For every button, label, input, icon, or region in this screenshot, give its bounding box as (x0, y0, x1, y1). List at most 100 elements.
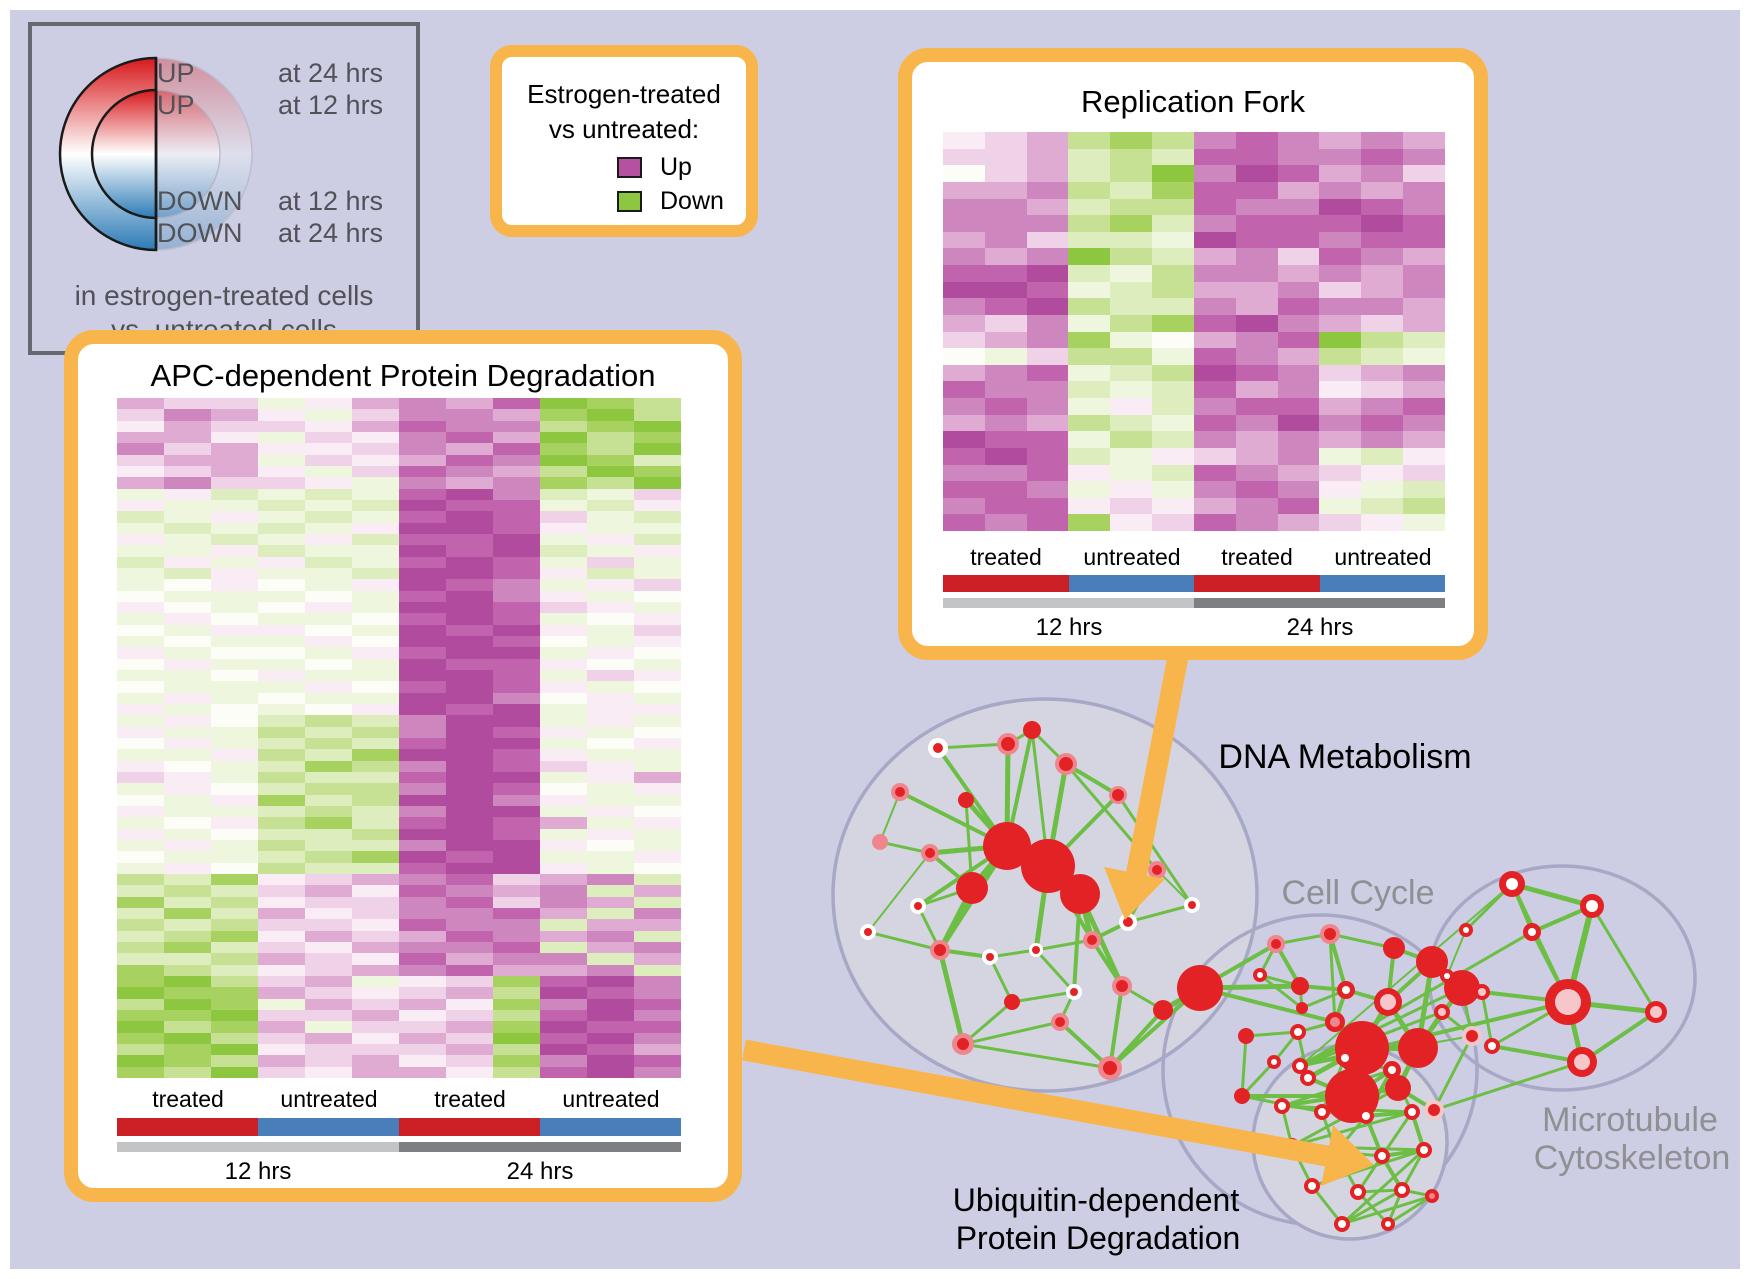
heatmap-cell (540, 681, 587, 693)
heatmap-cell (117, 885, 164, 897)
cluster-label-cell-cycle: Cell Cycle (1281, 874, 1434, 912)
heatmap-cell (211, 669, 258, 682)
heatmap-cell (493, 398, 540, 410)
heatmap-cell (1193, 364, 1236, 382)
heatmap-cell (305, 601, 352, 614)
heatmap-cell (211, 862, 258, 874)
heatmap-cell (211, 930, 258, 942)
heatmap-cell (493, 885, 540, 897)
heatmap-cell (1361, 165, 1404, 182)
heatmap-cell (117, 635, 164, 648)
heatmap-cell (634, 953, 681, 965)
heatmap-cell (446, 692, 493, 704)
down-label: Down (660, 187, 724, 215)
heatmap-cell (258, 692, 305, 704)
heatmap-cell (117, 1066, 164, 1078)
heatmap-cell (164, 1043, 211, 1056)
heatmap-cell (1110, 248, 1153, 265)
heatmap-cell (1193, 265, 1236, 282)
heatmap-cell (211, 783, 258, 795)
heatmap-cell (258, 760, 305, 772)
heatmap-cell (493, 794, 540, 806)
heatmap-cell (1152, 181, 1194, 199)
heatmap-cell (943, 181, 985, 199)
heatmap-cell (1152, 248, 1194, 265)
heatmap-cell (587, 703, 634, 716)
heatmap-cell (1068, 331, 1111, 349)
heatmap-cell (1068, 198, 1111, 216)
heatmap-cell (634, 635, 681, 648)
heatmap-cell (399, 839, 446, 852)
up-color-swatch (617, 157, 642, 178)
heatmap-cell (399, 465, 446, 478)
heatmap-cell (211, 658, 258, 670)
heatmap-cell (352, 635, 399, 648)
heatmap-cell (1403, 181, 1445, 199)
network-node (1021, 839, 1075, 893)
down-color-swatch (617, 191, 642, 212)
heatmap-cell (493, 1055, 540, 1067)
heatmap-cell (540, 443, 587, 455)
heatmap-cell (164, 783, 211, 795)
heatmap-cell (399, 556, 446, 568)
heatmap-cell (164, 533, 211, 546)
heatmap-cell (211, 488, 258, 500)
heatmap-cell (258, 907, 305, 920)
heatmap-cell (1193, 231, 1236, 249)
heatmap-cell (305, 839, 352, 852)
heatmap-cell (258, 556, 305, 568)
heatmap-cell (399, 862, 446, 874)
apc-panel-title: APC-dependent Protein Degradation (150, 358, 656, 393)
heatmap-cell (117, 817, 164, 829)
heatmap-cell (164, 839, 211, 852)
heatmap-cell (258, 454, 305, 466)
heatmap-cell (540, 1055, 587, 1067)
heatmap-cell (540, 647, 587, 659)
heatmap-cell (1026, 464, 1069, 482)
heatmap-cell (943, 331, 985, 349)
heatmap-cell (493, 919, 540, 931)
heatmap-cell (634, 556, 681, 568)
heatmap-cell (943, 381, 985, 398)
rf-condition-bar (943, 575, 1445, 592)
heatmap-cell (1068, 497, 1111, 515)
heatmap-cell (305, 420, 352, 432)
heatmap-cell (1361, 298, 1404, 315)
heatmap-cell (1110, 281, 1153, 299)
heatmap-cell (352, 647, 399, 659)
scale-up12-word: UP (157, 90, 195, 120)
heatmap-cell (943, 298, 985, 315)
heatmap-cell (352, 601, 399, 614)
heatmap-cell (305, 443, 352, 455)
heatmap-cell (258, 1032, 305, 1044)
heatmap-cell (1277, 497, 1320, 515)
heatmap-cell (587, 477, 634, 489)
network-node (1383, 937, 1405, 959)
heatmap-cell (493, 579, 540, 591)
heatmap-cell (540, 896, 587, 908)
legend-row-down: Down (617, 187, 724, 216)
heatmap-cell (1235, 431, 1278, 448)
network-edge (1590, 905, 1658, 1013)
heatmap-cell (258, 647, 305, 659)
heatmap-cell (305, 737, 352, 750)
apc-untreated-bar-24 (540, 1118, 681, 1136)
apc-treated-bar-12 (117, 1118, 258, 1136)
heatmap-cell (117, 545, 164, 557)
heatmap-cell (587, 839, 634, 852)
heatmap-cell (117, 907, 164, 920)
apc-12hrs-bar (117, 1142, 399, 1152)
heatmap-cell (493, 488, 540, 500)
heatmap-cell (305, 805, 352, 818)
heatmap-cell (634, 737, 681, 750)
heatmap-cell (399, 1066, 446, 1078)
heatmap-cell (634, 488, 681, 500)
network-node-core (1488, 1042, 1496, 1050)
heatmap-cell (1319, 398, 1362, 415)
heatmap-cell (493, 545, 540, 557)
heatmap-cell (211, 533, 258, 546)
heatmap-cell (164, 431, 211, 444)
heatmap-cell (540, 635, 587, 648)
heatmap-cell (164, 885, 211, 897)
heatmap-cell (305, 545, 352, 557)
